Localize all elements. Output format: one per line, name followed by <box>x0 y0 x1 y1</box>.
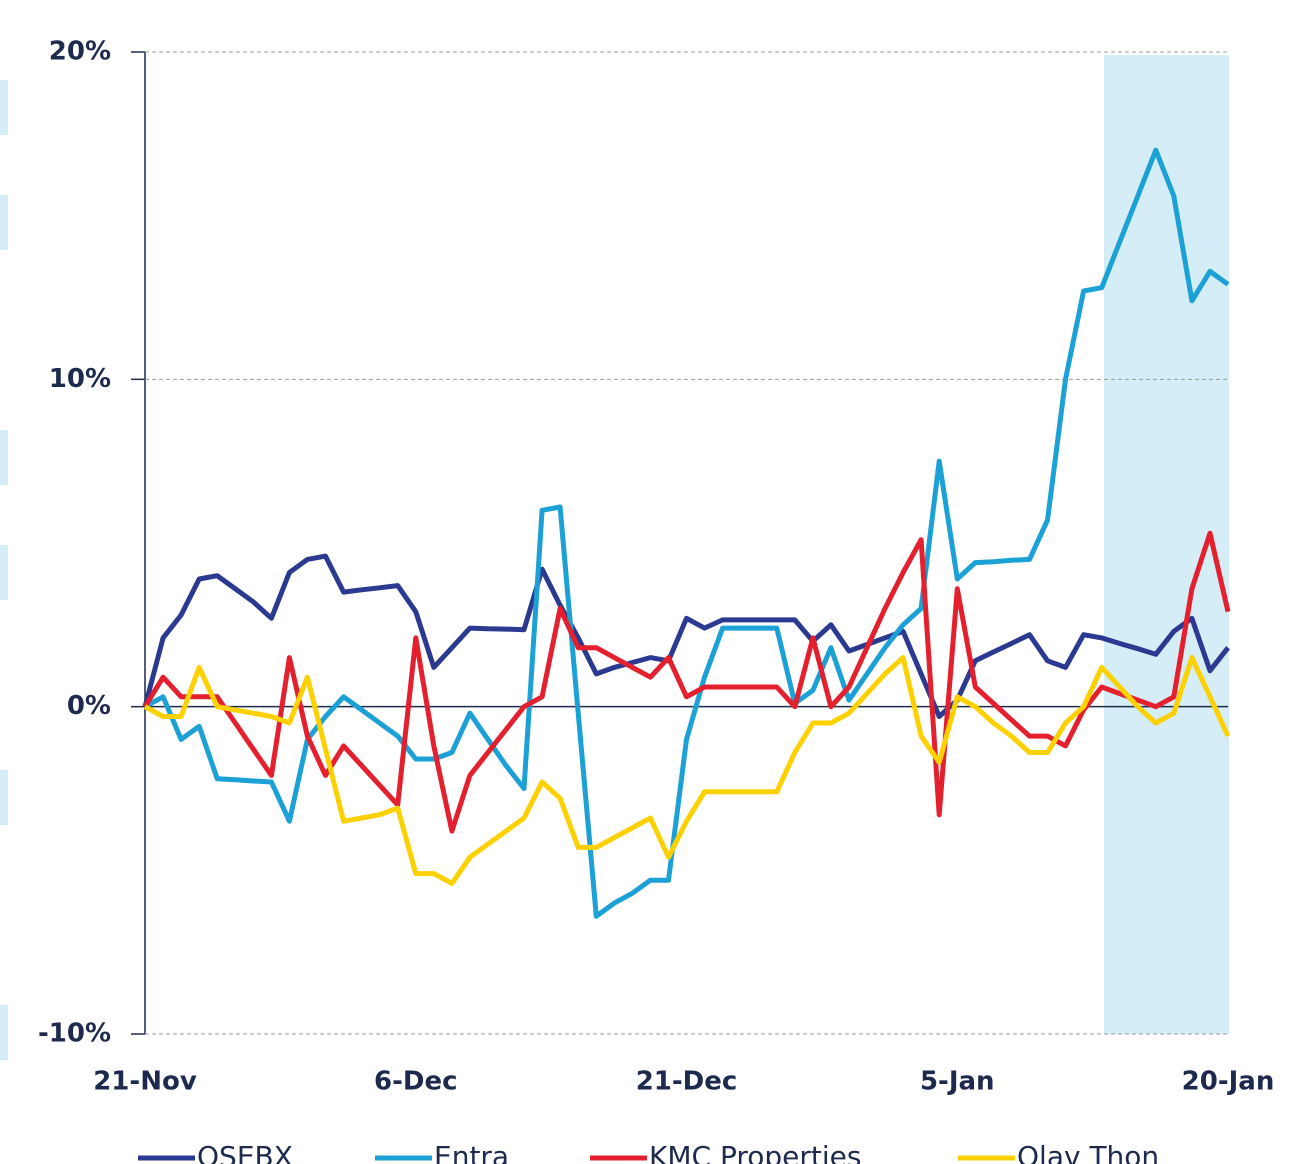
x-tick-label: 20-Jan <box>1182 1067 1275 1097</box>
series-line <box>142 553 1230 719</box>
edge-decoration <box>0 430 8 485</box>
legend-label: OSEBX <box>197 1140 293 1164</box>
y-tick-label: 10% <box>49 364 111 394</box>
x-tick-label: 5-Jan <box>920 1067 995 1097</box>
legend-label: KMC Properties <box>649 1140 861 1164</box>
series-line <box>143 147 1230 919</box>
legend-label: Entra <box>434 1140 509 1164</box>
legend-label: Olav Thon <box>1017 1140 1159 1164</box>
y-tick-label: 0% <box>67 691 111 721</box>
edge-decoration <box>0 770 8 825</box>
edge-decoration <box>0 80 8 135</box>
y-tick-label: -10% <box>38 1019 111 1049</box>
series-line <box>143 655 1231 886</box>
x-tick-label: 21-Nov <box>93 1067 197 1097</box>
y-tick-label: 20% <box>49 37 111 67</box>
series-line <box>142 530 1231 834</box>
edge-decoration <box>0 545 8 600</box>
edge-decoration <box>0 195 8 250</box>
x-tick-label: 6-Dec <box>374 1067 458 1097</box>
edge-decoration <box>0 1005 8 1060</box>
x-tick-label: 21-Dec <box>636 1067 738 1097</box>
